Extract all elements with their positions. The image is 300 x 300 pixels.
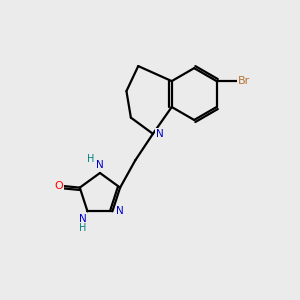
Text: Br: Br [238, 76, 250, 86]
Text: O: O [55, 181, 64, 191]
Text: N: N [116, 206, 124, 216]
Text: N: N [155, 129, 163, 139]
Text: H: H [87, 154, 94, 164]
Text: H: H [80, 223, 87, 232]
Text: N: N [96, 160, 104, 170]
Text: N: N [79, 214, 87, 224]
